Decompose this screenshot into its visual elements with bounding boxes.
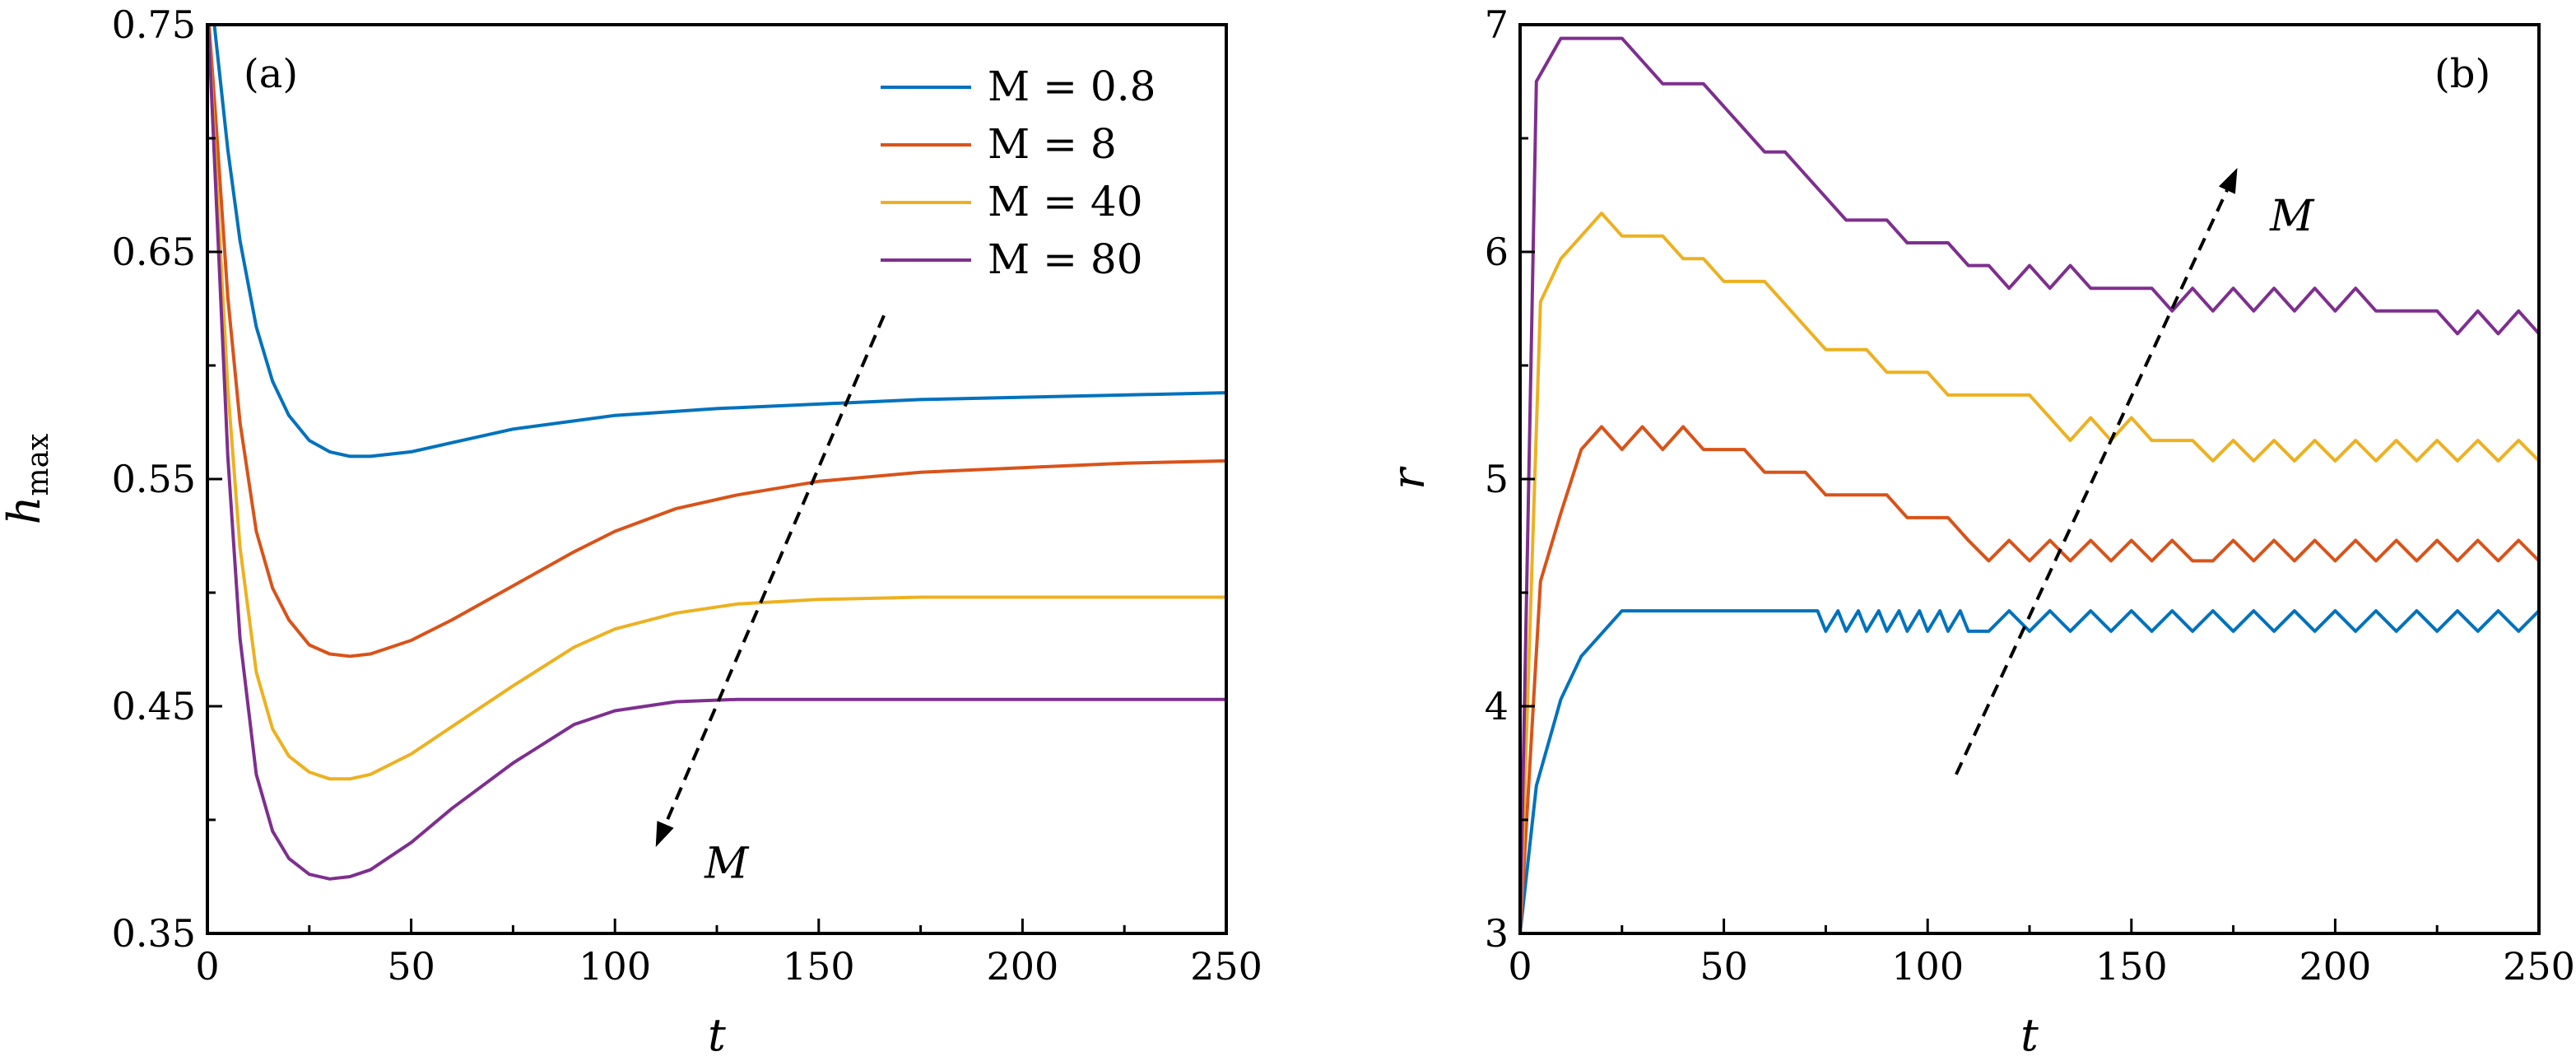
y-tick-label-a: 0.55 <box>112 457 196 501</box>
y-tick-label-a: 0.35 <box>112 911 196 956</box>
legend-label-m-0-8: M = 0.8 <box>988 63 1155 110</box>
y-axis-label-b: r <box>1383 466 1434 490</box>
series-line-a-m-80 <box>207 25 1226 881</box>
x-tick-label-a: 50 <box>387 944 435 989</box>
x-tick-label-b: 250 <box>2503 944 2575 989</box>
x-tick-label-a: 0 <box>195 944 219 989</box>
panel-label-b: (b) <box>2434 51 2490 97</box>
y-axis-label-main-a: h <box>0 496 50 525</box>
y-axis-label-sub-a: max <box>21 434 55 496</box>
series-line-b-m-80 <box>1520 36 2539 933</box>
annotation-label-b: M <box>2269 192 2315 241</box>
annotation-arrow-head-a <box>655 821 674 848</box>
series-line-a-m-8 <box>207 25 1226 658</box>
ticks-a: 0 50 100 150 200 250 0.35 0.45 0.55 0.65 0.75 <box>112 2 1262 989</box>
y-axis-label-a: hmax <box>0 434 55 525</box>
series-line-b-m-8 <box>1520 425 2539 933</box>
svg-text:hmax: hmax <box>0 434 55 525</box>
ticks-b: 0 50 100 150 200 250 3 4 5 6 7 <box>1485 2 2575 989</box>
y-tick-label-b: 3 <box>1485 911 1509 956</box>
y-tick-label-a: 0.65 <box>112 230 196 274</box>
y-tick-label-a: 0.75 <box>112 2 196 47</box>
x-tick-label-b: 200 <box>2299 944 2371 989</box>
y-tick-label-b: 6 <box>1485 230 1509 274</box>
plot-area-b <box>1520 36 2539 933</box>
legend-label-m-8: M = 8 <box>988 120 1117 168</box>
legend-label-m-40: M = 40 <box>988 178 1143 226</box>
x-axis-label-b: t <box>2020 1009 2039 1061</box>
annotation-arrow-b <box>1955 167 2238 775</box>
series-line-b-m-40 <box>1520 212 2539 933</box>
x-axis-label-a: t <box>708 1009 726 1061</box>
legend-label-m-80: M = 80 <box>988 235 1143 283</box>
series-line-a-m-0-8 <box>212 25 1226 458</box>
x-tick-label-b: 100 <box>1891 944 1964 989</box>
annotation-arrow-shaft-a <box>663 314 886 826</box>
x-tick-label-a: 250 <box>1190 944 1262 989</box>
legend: M = 0.8 M = 8 M = 40 M = 80 <box>881 63 1155 283</box>
x-tick-label-b: 150 <box>2095 944 2168 989</box>
annotation-arrow-head-b <box>2218 167 2238 194</box>
x-tick-label-a: 150 <box>783 944 855 989</box>
x-tick-label-a: 100 <box>579 944 651 989</box>
panel-b: 0 50 100 150 200 250 3 4 5 6 7 (b) M t r <box>1383 2 2575 1061</box>
axes-frame-b <box>1518 23 2541 935</box>
annotation-label-a: M <box>704 839 750 888</box>
x-tick-label-b: 50 <box>1700 944 1748 989</box>
y-tick-label-a: 0.45 <box>112 684 196 728</box>
y-tick-label-b: 7 <box>1485 2 1509 47</box>
panel-label-a: (a) <box>244 51 298 97</box>
y-tick-label-b: 5 <box>1485 457 1509 501</box>
x-tick-label-a: 200 <box>986 944 1058 989</box>
series-line-a-m-40 <box>207 25 1226 781</box>
x-tick-label-b: 0 <box>1508 944 1532 989</box>
series-line-b-m-0-8 <box>1520 609 2539 933</box>
plot-area-a <box>207 25 1226 881</box>
annotation-arrow-a <box>655 314 886 848</box>
y-tick-label-b: 4 <box>1485 684 1509 728</box>
annotation-arrow-shaft-b <box>1955 189 2229 775</box>
